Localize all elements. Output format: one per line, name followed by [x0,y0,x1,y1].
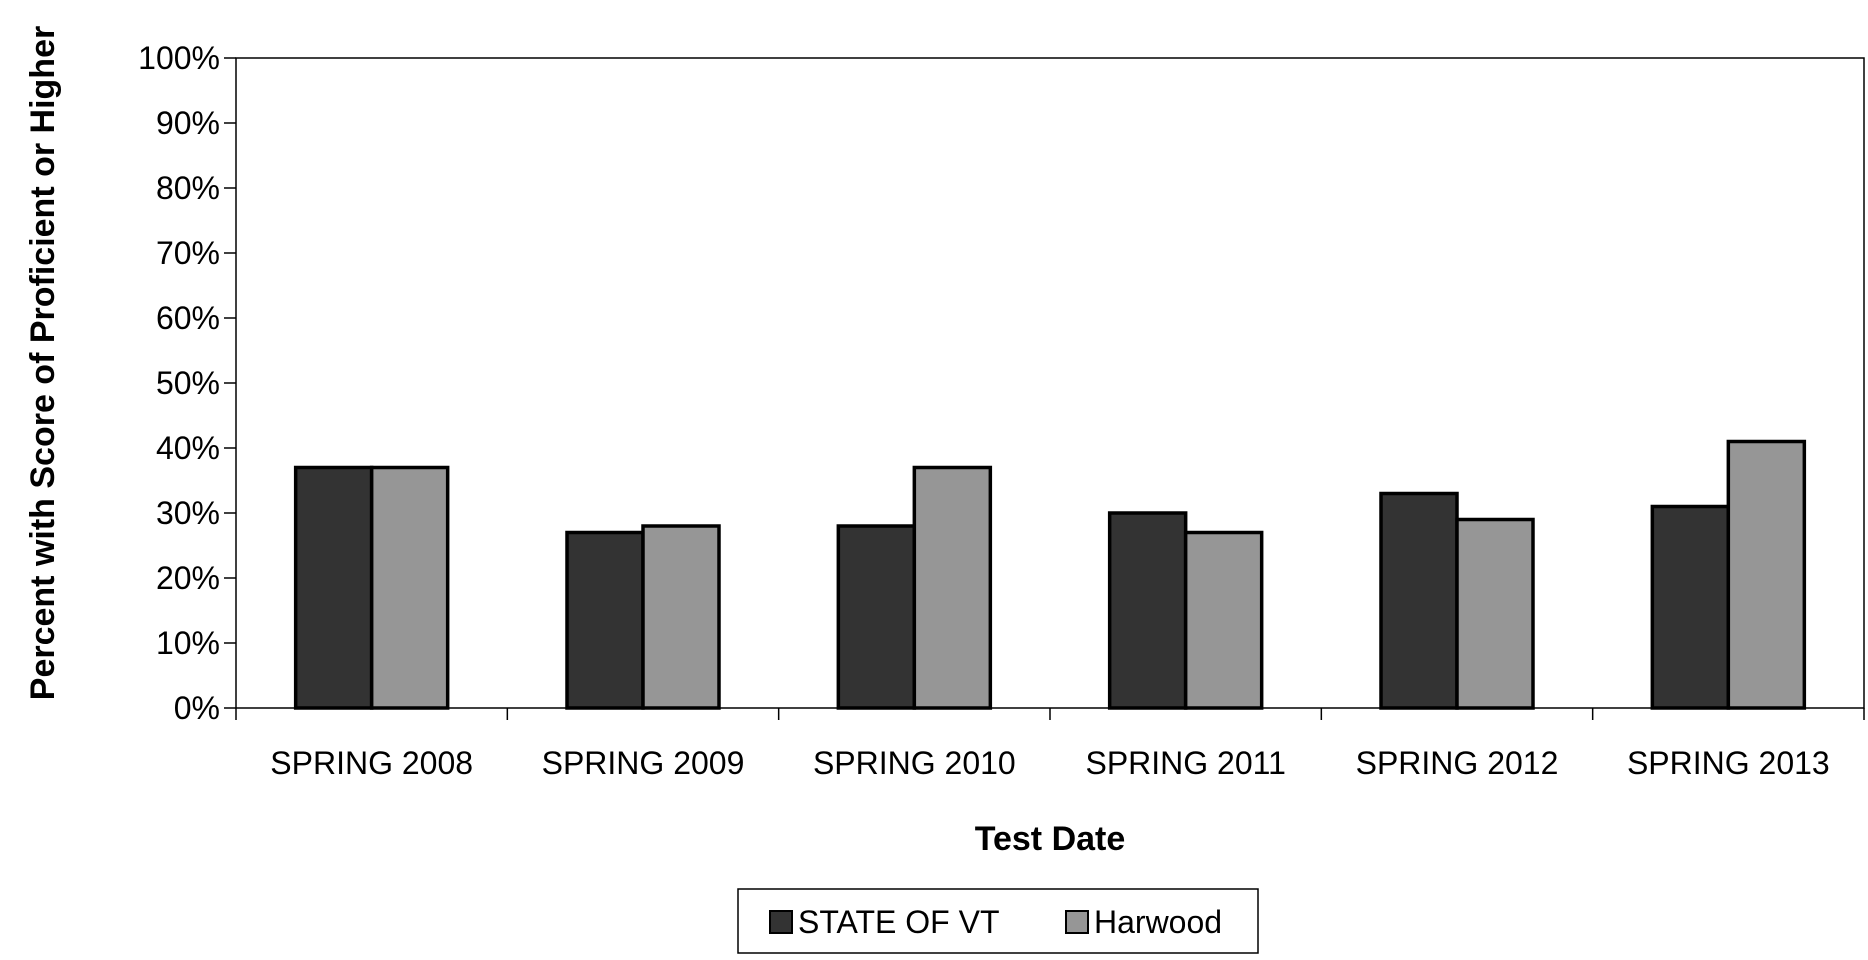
bar [1650,504,1731,710]
legend: STATE OF VT Harwood [737,888,1259,954]
bar [565,530,645,710]
bar [369,465,450,710]
x-tick-label: SPRING 2010 [813,745,1016,781]
axes: 0% 10% 20% 30% 40% 50% 60% 70% 80% 90% 100% SPRING … [138,40,1865,781]
y-tick-label: 100% [138,40,220,76]
y-tick-label: 90% [156,105,220,141]
x-tick-label: SPRING 2008 [270,745,473,781]
y-tick-label: 60% [156,300,220,336]
legend-label: STATE OF VT [798,904,999,940]
y-tick-label: 50% [156,365,220,401]
plot-frame [235,57,1865,709]
bar [1726,439,1807,710]
x-axis-title: Test Date [975,820,1126,858]
bar [1379,491,1459,710]
legend-swatch [1065,910,1089,934]
x-tick-label: SPRING 2013 [1627,745,1830,781]
legend-label: Harwood [1094,904,1222,940]
y-tick-label: 10% [156,625,220,661]
legend-swatch [769,910,793,934]
y-tick-label: 80% [156,170,220,206]
bar [1107,511,1188,710]
bar [912,465,993,710]
bar [293,465,374,710]
y-axis-title: Percent with Score of Proficient or High… [24,26,62,700]
x-tick-label: SPRING 2011 [1085,745,1285,781]
y-tick-label: 40% [156,430,220,466]
bar [1455,517,1535,710]
y-tick-label: 0% [174,690,220,726]
bar [641,524,721,710]
y-tick-label: 20% [156,560,220,596]
y-tick-label: 30% [156,495,220,531]
bar [836,524,917,710]
x-tick-label: SPRING 2009 [542,745,745,781]
legend-box [737,888,1259,954]
y-tick-label: 70% [156,235,220,271]
plot-area [293,439,1807,710]
bar [1183,530,1264,710]
x-tick-label: SPRING 2012 [1356,745,1559,781]
